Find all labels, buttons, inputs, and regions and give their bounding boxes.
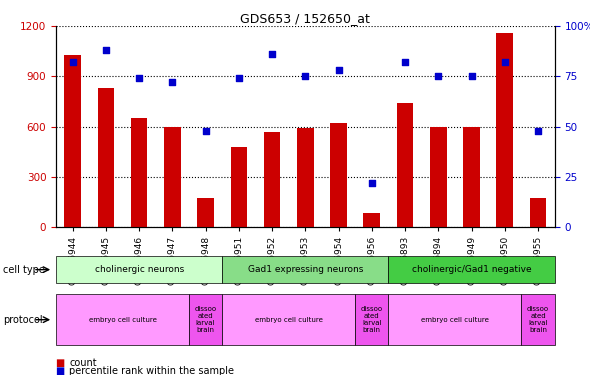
Text: dissoo
ated
larval
brain: dissoo ated larval brain: [527, 306, 549, 333]
Point: [267, 51, 277, 57]
Point: [135, 75, 144, 81]
Bar: [131, 118, 148, 227]
Point: [101, 47, 110, 53]
Point: [168, 80, 177, 86]
Text: ■: ■: [56, 366, 68, 375]
Point: [434, 74, 443, 80]
Bar: [64, 55, 81, 227]
Point: [533, 128, 543, 134]
Text: count: count: [69, 358, 97, 368]
Bar: [264, 132, 280, 227]
Point: [467, 74, 476, 80]
Bar: [164, 127, 181, 227]
Text: percentile rank within the sample: percentile rank within the sample: [69, 366, 234, 375]
Text: embryo cell culture: embryo cell culture: [255, 316, 323, 322]
Point: [68, 59, 77, 65]
Bar: [231, 147, 247, 227]
Bar: [297, 128, 314, 227]
Point: [201, 128, 210, 134]
Text: ■: ■: [56, 358, 68, 368]
Point: [367, 180, 376, 186]
Text: cholinergic/Gad1 negative: cholinergic/Gad1 negative: [412, 265, 532, 274]
Text: dissoo
ated
larval
brain: dissoo ated larval brain: [360, 306, 383, 333]
Bar: [363, 213, 380, 227]
Title: GDS653 / 152650_at: GDS653 / 152650_at: [240, 12, 371, 25]
Bar: [530, 198, 546, 227]
Text: Gad1 expressing neurons: Gad1 expressing neurons: [248, 265, 363, 274]
Bar: [496, 33, 513, 227]
Bar: [463, 127, 480, 227]
Point: [234, 75, 244, 81]
Text: embryo cell culture: embryo cell culture: [88, 316, 156, 322]
Text: cell type: cell type: [3, 265, 45, 274]
Text: embryo cell culture: embryo cell culture: [421, 316, 489, 322]
Text: protocol: protocol: [3, 315, 42, 325]
Point: [300, 74, 310, 80]
Bar: [97, 88, 114, 227]
Bar: [430, 127, 447, 227]
Bar: [197, 198, 214, 227]
Point: [500, 59, 510, 65]
Text: cholinergic neurons: cholinergic neurons: [94, 265, 183, 274]
Bar: [330, 123, 347, 227]
Point: [400, 59, 409, 65]
Point: [334, 68, 343, 74]
Text: dissoo
ated
larval
brain: dissoo ated larval brain: [195, 306, 217, 333]
Bar: [396, 103, 414, 227]
